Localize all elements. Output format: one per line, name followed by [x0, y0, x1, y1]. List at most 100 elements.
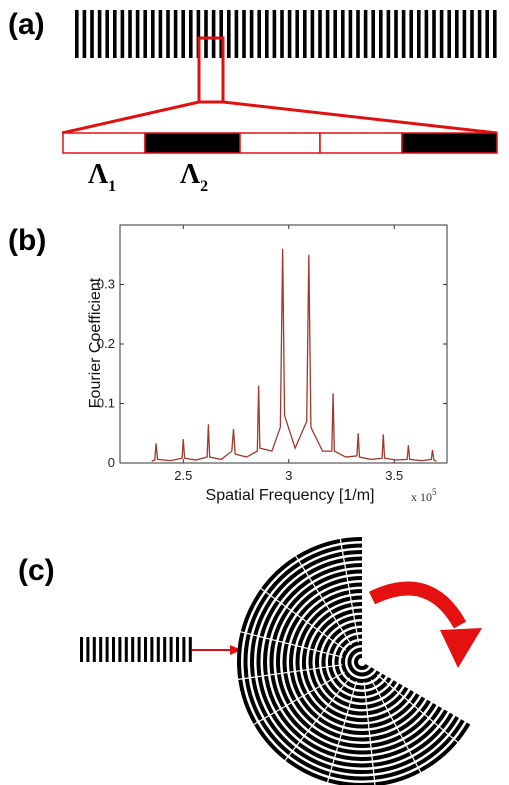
grating	[80, 637, 192, 662]
grating-bar	[92, 637, 96, 662]
x-multiplier: x 105	[411, 487, 437, 504]
exponent: 5	[432, 487, 437, 497]
grating-bar	[394, 10, 398, 58]
grating-bar	[204, 10, 208, 58]
grating-bar	[363, 10, 368, 58]
grating-bar	[310, 10, 315, 58]
grating	[75, 10, 497, 58]
sector-gap	[338, 531, 360, 643]
segment	[319, 132, 403, 154]
grating-bar	[409, 10, 413, 58]
grating-bar	[386, 10, 391, 58]
y-axis-title: Fourier Coefficient	[87, 277, 104, 408]
grating-bar	[112, 637, 115, 662]
grating-bar	[158, 10, 163, 58]
sector-gap	[326, 681, 358, 785]
rotation-arrowhead	[440, 628, 482, 668]
grating-bar	[485, 10, 489, 58]
grating-bar	[470, 10, 474, 58]
grating-bar	[462, 10, 467, 58]
panel-label: (c)	[18, 554, 55, 587]
sector-gap	[247, 671, 345, 729]
grating-bar	[176, 637, 179, 662]
grating-bar	[242, 10, 246, 58]
grating-bar	[477, 10, 482, 58]
grating-bar	[173, 10, 178, 58]
chart: 0 0.1 0.2 0.3 2.5 3 3.5	[97, 224, 448, 483]
grating-bar	[272, 10, 277, 58]
grating-bar	[80, 637, 83, 662]
grating-bar	[424, 10, 429, 58]
grating-bar	[280, 10, 284, 58]
grating-bar	[432, 10, 436, 58]
grating-bar	[128, 10, 132, 58]
panel-label: (a)	[8, 8, 45, 41]
grating-bar	[82, 10, 87, 58]
panel-label: (b)	[8, 224, 46, 257]
grating-bar	[86, 637, 90, 662]
grating-bar	[137, 637, 141, 662]
symbol: Λ	[180, 159, 200, 190]
grating-bar	[163, 637, 167, 662]
x-tick-label: 2.5	[174, 468, 192, 483]
grating-bar	[90, 10, 94, 58]
grating-bar	[118, 637, 122, 662]
x-tick-label: 3	[285, 468, 292, 483]
grating-bar	[182, 637, 186, 662]
segment	[144, 132, 241, 154]
grating-bar	[439, 10, 444, 58]
grating-bar	[131, 637, 135, 662]
grating-bar	[371, 10, 375, 58]
x-tick-label: 3.5	[385, 468, 403, 483]
symbol: Λ	[88, 159, 108, 190]
zoom-box	[197, 36, 225, 104]
grating-bar	[318, 10, 322, 58]
grating-bar	[333, 10, 337, 58]
grating-bar	[348, 10, 353, 58]
circular-grating	[231, 531, 471, 785]
sector-gap	[291, 549, 352, 646]
grating-bar	[379, 10, 383, 58]
grating-bar	[188, 637, 192, 662]
grating-bar	[295, 10, 299, 58]
grating-bar	[493, 10, 497, 58]
grating-bar	[265, 10, 269, 58]
x-axis-title: Spatial Frequency [1/m]	[206, 487, 375, 504]
grating-bar	[99, 637, 103, 662]
grating-bar	[189, 10, 193, 58]
grating-bar	[156, 637, 160, 662]
grating-bar	[75, 10, 79, 58]
grating-bar	[105, 637, 109, 662]
segment	[62, 132, 146, 154]
grating-bar	[401, 10, 406, 58]
grating-bar	[143, 10, 147, 58]
y-tick-label: 0.3	[97, 277, 115, 292]
y-tick-label: 0.2	[97, 336, 115, 351]
zoom-line	[222, 100, 498, 135]
grating-bar	[135, 10, 140, 58]
multiplier: x 10	[411, 490, 432, 504]
grating-bar	[341, 10, 345, 58]
zoom-strip	[62, 132, 498, 154]
grating-bar	[169, 637, 173, 662]
sector-gap	[254, 583, 347, 651]
grating-bar	[219, 10, 223, 58]
arrowhead	[230, 645, 242, 655]
ring	[354, 654, 369, 670]
grating-bar	[150, 637, 154, 662]
grating-bar	[249, 10, 254, 58]
grating-bar	[181, 10, 185, 58]
grating-bar	[166, 10, 170, 58]
subscript: 2	[200, 178, 208, 195]
grating-bar	[151, 10, 155, 58]
grating-bar	[325, 10, 330, 58]
grating-bar	[120, 10, 125, 58]
grating-bar	[227, 10, 231, 58]
grating-bar	[124, 637, 128, 662]
grating-bar	[257, 10, 261, 58]
rotation-arrow	[368, 581, 467, 629]
subscript: 1	[108, 178, 116, 195]
y-tick-label: 0.1	[97, 396, 115, 411]
grating-bar	[234, 10, 239, 58]
